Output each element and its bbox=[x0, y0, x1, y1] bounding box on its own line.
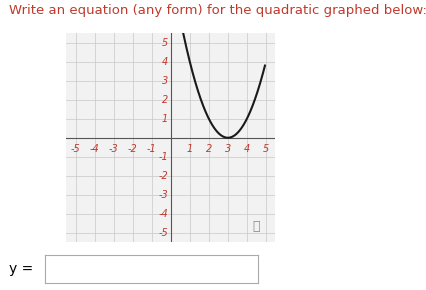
Text: 2: 2 bbox=[161, 95, 167, 105]
Text: -3: -3 bbox=[158, 190, 167, 200]
Text: -5: -5 bbox=[71, 144, 81, 154]
Text: y =: y = bbox=[9, 262, 34, 276]
Text: 3: 3 bbox=[161, 76, 167, 86]
Text: 2: 2 bbox=[205, 144, 211, 154]
Text: -3: -3 bbox=[109, 144, 118, 154]
Text: -2: -2 bbox=[158, 171, 167, 181]
Text: 4: 4 bbox=[161, 57, 167, 67]
Text: -4: -4 bbox=[158, 209, 167, 219]
Text: -4: -4 bbox=[89, 144, 99, 154]
Text: Write an equation (any form) for the quadratic graphed below:: Write an equation (any form) for the qua… bbox=[9, 4, 426, 17]
Text: 3: 3 bbox=[224, 144, 230, 154]
Text: 4: 4 bbox=[243, 144, 250, 154]
Text: 5: 5 bbox=[161, 38, 167, 48]
Text: 5: 5 bbox=[262, 144, 268, 154]
Text: -2: -2 bbox=[127, 144, 137, 154]
Text: -5: -5 bbox=[158, 228, 167, 238]
Text: -1: -1 bbox=[158, 152, 167, 162]
Text: 1: 1 bbox=[161, 114, 167, 124]
Text: 1: 1 bbox=[186, 144, 193, 154]
Text: ⌕: ⌕ bbox=[252, 220, 259, 233]
Text: -1: -1 bbox=[147, 144, 156, 154]
